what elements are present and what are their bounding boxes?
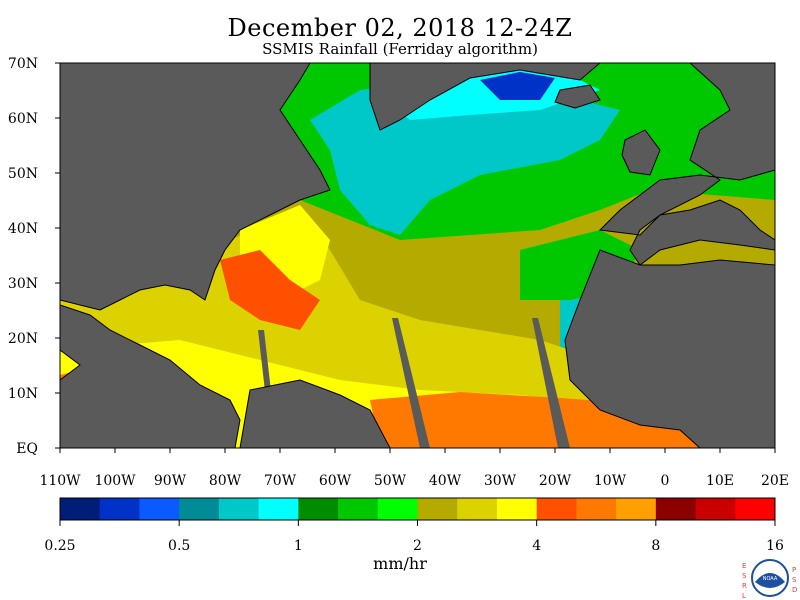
logo-letter-s: S [742,572,747,580]
lon-label: 20E [761,473,789,489]
lon-label: 80W [209,473,242,489]
british-isles-land [621,129,661,176]
swath-gap-2 [532,318,570,448]
noaa-bird-icon [755,573,785,588]
africa-land [564,249,775,448]
swath-gap-1 [392,318,430,448]
colorbar-swatch [735,498,776,520]
colorbar-swatch [457,498,498,520]
colorbar-swatch [616,498,657,520]
lon-label: 40W [429,473,462,489]
lon-label: 110W [39,473,81,489]
lon-label: 0 [661,473,670,489]
logo-letter-d: D [792,586,797,594]
colorbar-swatch [60,498,101,520]
lat-label: 30N [8,276,38,292]
europe-land [598,63,775,266]
central-america-land [60,304,241,448]
lat-label: 60N [8,111,38,127]
lat-label: 40N [8,221,38,237]
colorbar-swatch [576,498,617,520]
south-america-land [239,379,391,448]
map-panel [60,63,775,448]
logo-letter-p: P [792,566,796,574]
rain-field-blue-patch [480,72,555,100]
lat-label: EQ [16,441,38,457]
colorbar-swatch [218,498,260,520]
noaa-esrl-psd-logo: E S R L NOAA P S D [742,559,797,600]
lon-label: 30W [484,473,517,489]
colorbar-units: mm/hr [373,554,427,573]
colorbar-label: 8 [651,538,660,554]
colorbar-swatch [377,498,418,520]
lon-label: 10W [594,473,627,489]
north-america-land [60,63,331,311]
greenland-land [369,63,601,131]
colorbar-label: 0.25 [44,538,75,554]
colorbar-swatch [258,498,299,520]
lon-label: 90W [154,473,187,489]
map-frame [59,62,776,449]
colorbar-swatch [179,498,220,520]
colorbar-swatch [99,498,140,520]
lon-label: 100W [94,473,136,489]
logo-letter-e: E [742,562,746,570]
colorbar-label: 0.5 [168,538,190,554]
lat-label: 70N [8,56,38,72]
land-masses [60,63,775,448]
lat-label: 50N [8,166,38,182]
colorbar-swatch [139,498,180,520]
lon-label: 70W [264,473,297,489]
map-title: December 02, 2018 12-24Z [227,14,573,42]
lon-label: 20W [539,473,572,489]
lon-label: 50W [374,473,407,489]
lon-label: 60W [319,473,352,489]
iceland-land [554,84,601,109]
colorbar-swatch [417,498,458,520]
colorbar-swatch [496,498,538,520]
logo-noaa-text: NOAA [763,576,778,582]
colorbar-label: 4 [532,538,541,554]
colorbar-label: 1 [294,538,303,554]
colorbar-swatch [695,498,736,520]
logo-letter-l: L [742,592,746,600]
swath-gap-3 [258,330,272,400]
lat-label: 10N [8,386,38,402]
lon-label: 10E [706,473,734,489]
colorbar-label: 16 [766,538,784,554]
colorbar-swatch [536,498,577,520]
lat-label: 20N [8,331,38,347]
logo-letter-s2: S [792,576,797,584]
logo-letter-r: R [742,582,747,590]
colorbar: 0.25 0.5 1 2 4 8 16 [44,497,784,554]
latitude-axis: 70N 60N 50N 40N 30N 20N 10N EQ [8,56,60,457]
colorbar-swatch [338,498,379,520]
longitude-axis: 110W 100W 90W 80W 70W 60W 50W 40W 30W 20W 10W 0 10E 2… [39,448,789,489]
colorbar-swatch [298,498,339,520]
colorbar-label: 2 [413,538,422,554]
map-subtitle: SSMIS Rainfall (Ferriday algorithm) [262,40,538,58]
colorbar-swatch [655,498,697,520]
rain-field-red-gulfstream [220,250,320,330]
